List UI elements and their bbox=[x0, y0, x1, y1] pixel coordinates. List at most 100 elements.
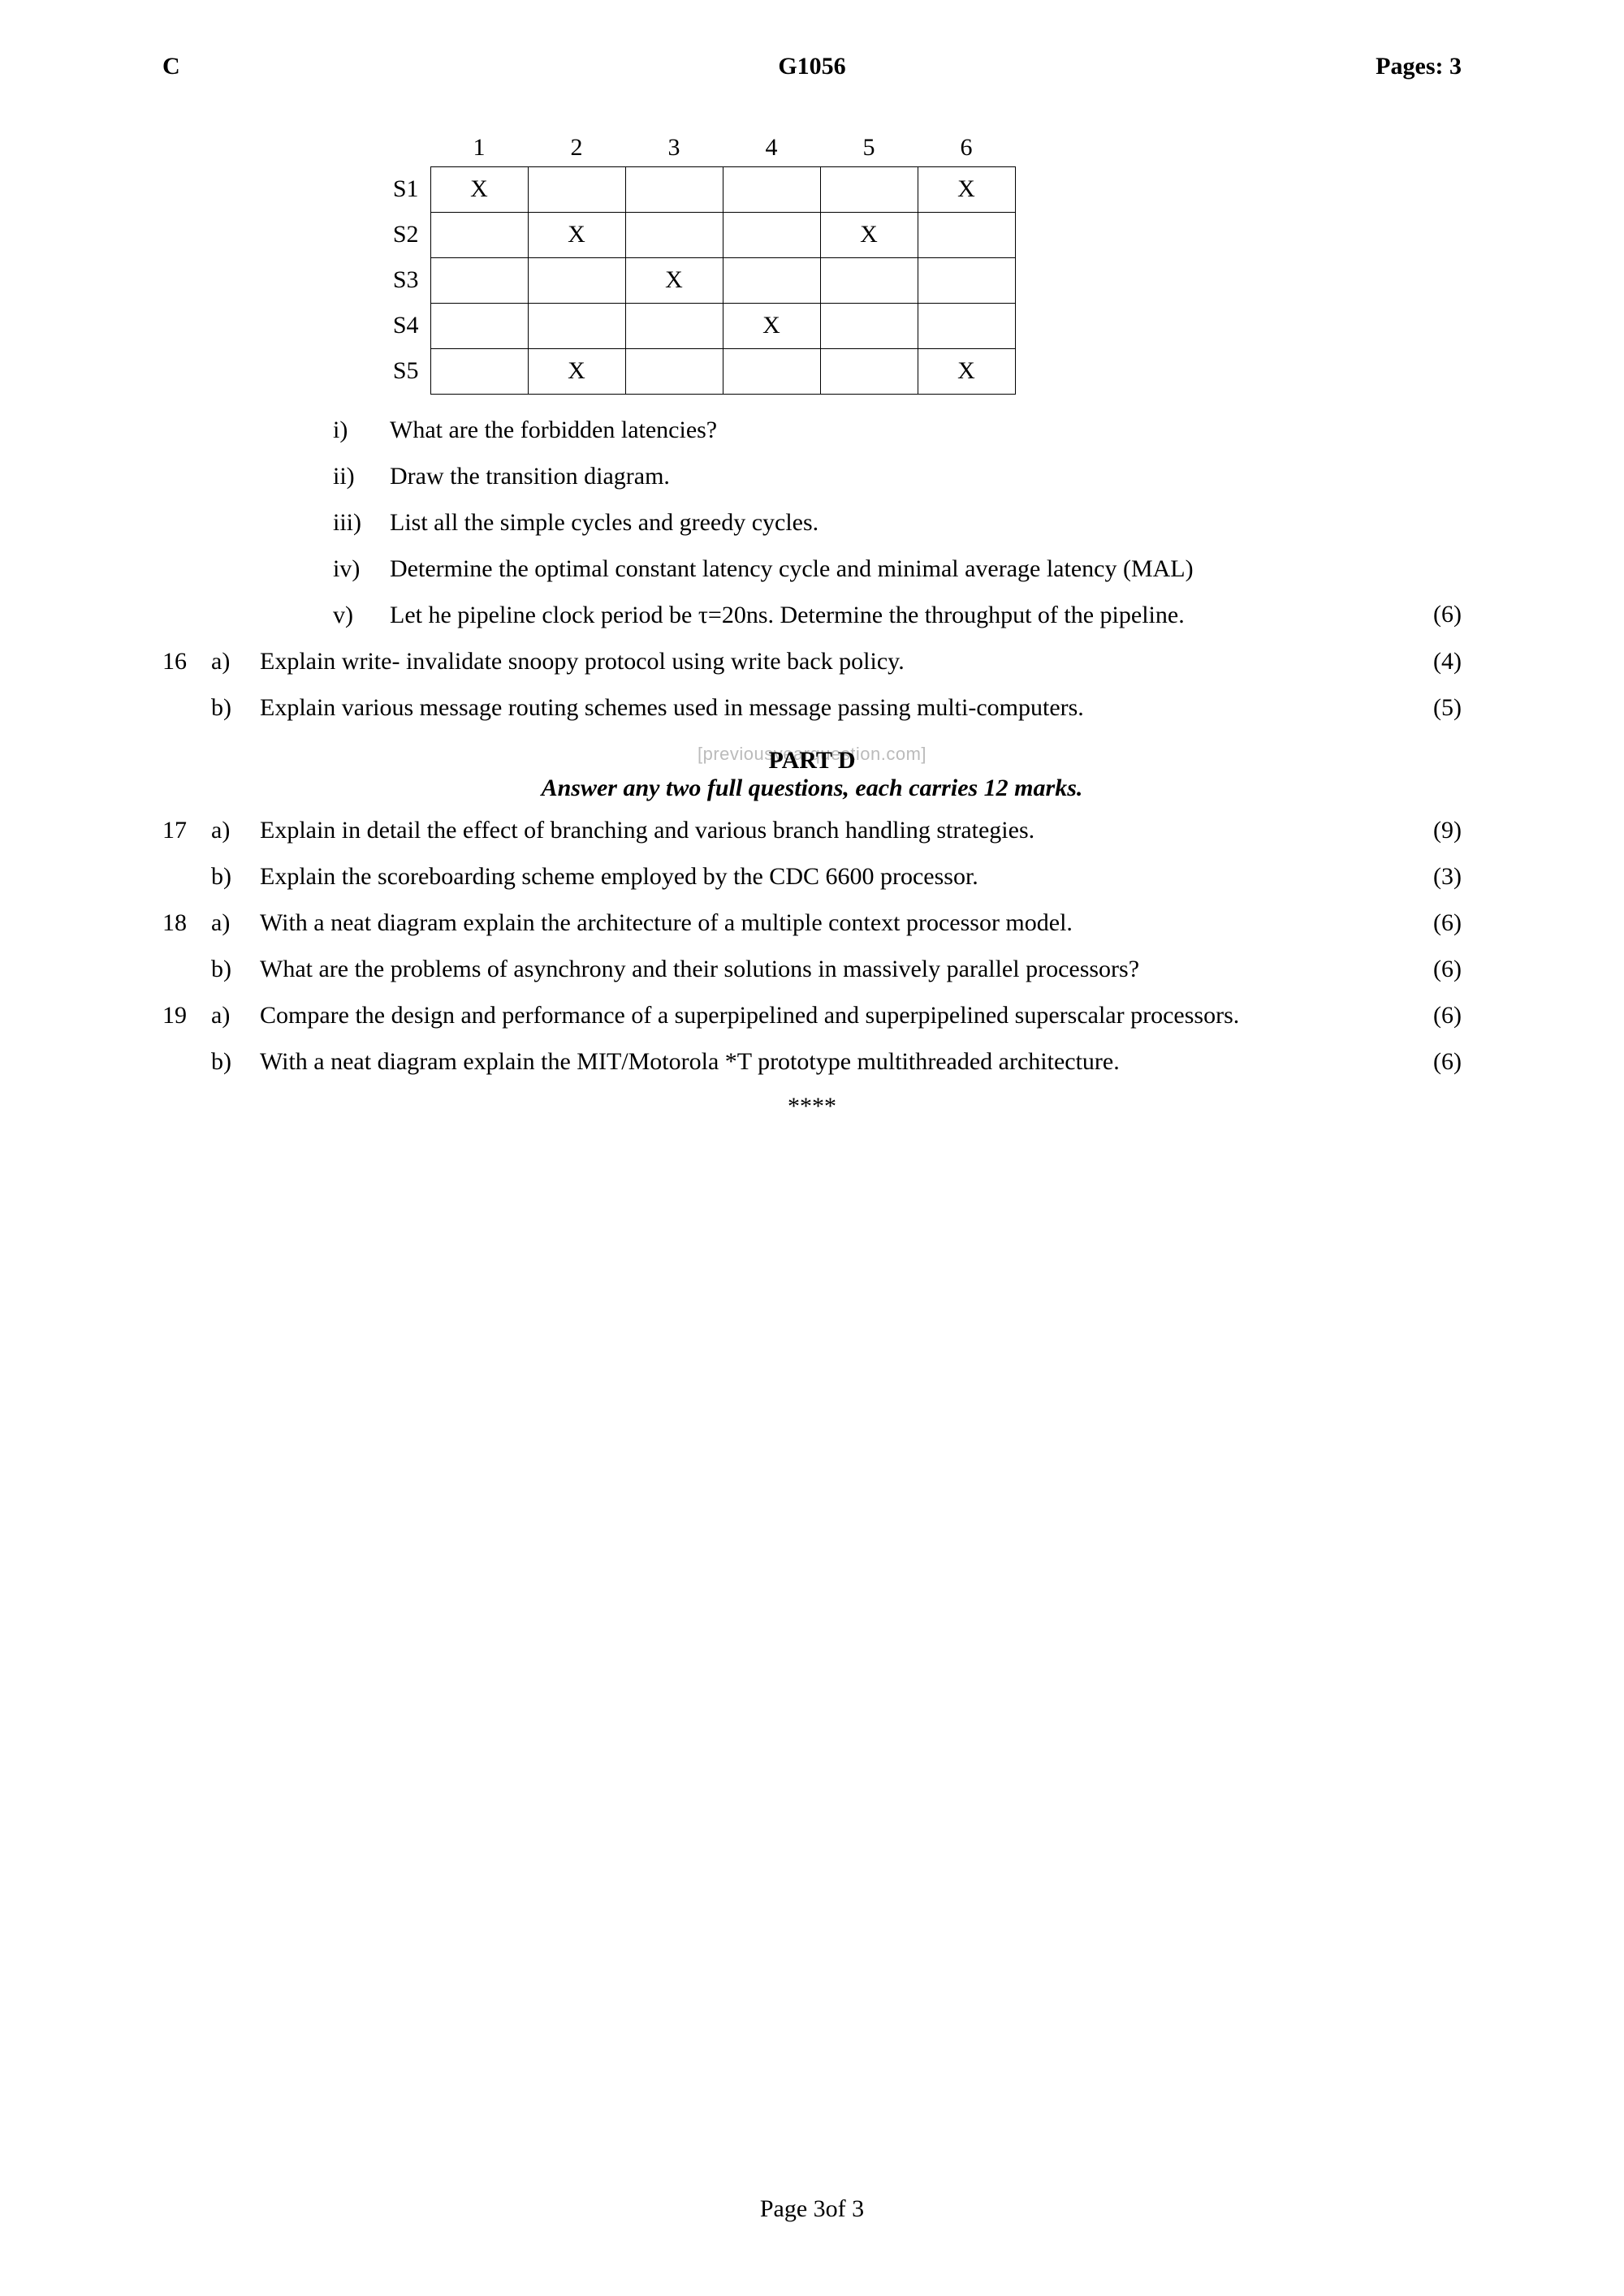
cell: X bbox=[430, 166, 528, 212]
col-head: 2 bbox=[528, 129, 625, 166]
sub-question-list: i) What are the forbidden latencies? ii) D… bbox=[333, 407, 1405, 638]
header-pages: Pages: 3 bbox=[1029, 53, 1462, 80]
q-label: a) bbox=[211, 900, 260, 946]
cell: X bbox=[528, 348, 625, 394]
cell bbox=[625, 212, 723, 257]
page-footer: Page 3of 3 bbox=[0, 2195, 1624, 2223]
question-row: 17 a) Explain in detail the effect of br… bbox=[162, 807, 1462, 853]
q-text: With a neat diagram explain the architec… bbox=[260, 900, 1405, 946]
q-marks: (6) bbox=[1405, 946, 1462, 992]
cell bbox=[430, 303, 528, 348]
question-row: b) Explain the scoreboarding scheme empl… bbox=[162, 853, 1462, 900]
table-row: S4 X bbox=[374, 303, 1015, 348]
sub-item: ii) Draw the transition diagram. bbox=[333, 453, 1405, 499]
q-marks: (9) bbox=[1405, 807, 1462, 853]
sub-text: What are the forbidden latencies? bbox=[390, 416, 717, 443]
questions-c: 16 a) Explain write- invalidate snoopy p… bbox=[162, 638, 1462, 731]
q-label: b) bbox=[211, 853, 260, 900]
sublist-content: i) What are the forbidden latencies? ii) D… bbox=[162, 407, 1405, 638]
roman: i) bbox=[333, 407, 382, 453]
cell bbox=[918, 303, 1015, 348]
cell bbox=[528, 303, 625, 348]
cell bbox=[820, 303, 918, 348]
row-head: S3 bbox=[374, 257, 430, 303]
q-marks: (5) bbox=[1405, 684, 1462, 731]
questions-d: 17 a) Explain in detail the effect of br… bbox=[162, 807, 1462, 1085]
cell bbox=[723, 212, 820, 257]
cell bbox=[625, 166, 723, 212]
cell: X bbox=[723, 303, 820, 348]
q-text: Explain the scoreboarding scheme employe… bbox=[260, 853, 1405, 900]
question-row: b) With a neat diagram explain the MIT/M… bbox=[162, 1038, 1462, 1085]
roman: ii) bbox=[333, 453, 382, 499]
sublist-wrap: i) What are the forbidden latencies? ii) D… bbox=[162, 407, 1462, 638]
q-marks: (6) bbox=[1405, 900, 1462, 946]
cell bbox=[430, 212, 528, 257]
sub-item: i) What are the forbidden latencies? bbox=[333, 407, 1405, 453]
cell: X bbox=[528, 212, 625, 257]
reservation-table-wrap: 1 2 3 4 5 6 S1 X X S2 X X S3 bbox=[374, 129, 1462, 395]
row-head: S2 bbox=[374, 212, 430, 257]
part-subtitle: Answer any two full questions, each carr… bbox=[162, 775, 1462, 802]
question-row: 19 a) Compare the design and performance… bbox=[162, 992, 1462, 1038]
q-label: b) bbox=[211, 946, 260, 992]
table-corner bbox=[374, 129, 430, 166]
q-text: What are the problems of asynchrony and … bbox=[260, 946, 1405, 992]
cell bbox=[625, 303, 723, 348]
q-marks: (4) bbox=[1405, 638, 1462, 684]
header-code: G1056 bbox=[595, 53, 1028, 80]
reservation-table: 1 2 3 4 5 6 S1 X X S2 X X S3 bbox=[374, 129, 1016, 395]
cell bbox=[918, 257, 1015, 303]
q-number: 17 bbox=[162, 807, 211, 853]
q-text: Explain write- invalidate snoopy protoco… bbox=[260, 638, 1405, 684]
cell: X bbox=[625, 257, 723, 303]
q-text: Explain in detail the effect of branchin… bbox=[260, 807, 1405, 853]
sub-text: Let he pipeline clock period be τ=20ns. … bbox=[390, 602, 1185, 628]
cell bbox=[528, 166, 625, 212]
sub-text: Draw the transition diagram. bbox=[390, 463, 670, 490]
cell bbox=[430, 348, 528, 394]
row-head: S1 bbox=[374, 166, 430, 212]
table-row: S5 X X bbox=[374, 348, 1015, 394]
cell bbox=[820, 257, 918, 303]
cell: X bbox=[820, 212, 918, 257]
q-label: a) bbox=[211, 992, 260, 1038]
cell bbox=[430, 257, 528, 303]
sub-text: Determine the optimal constant latency c… bbox=[390, 555, 1194, 582]
q-label: b) bbox=[211, 1038, 260, 1085]
table-row: S3 X bbox=[374, 257, 1015, 303]
col-head: 3 bbox=[625, 129, 723, 166]
col-head: 4 bbox=[723, 129, 820, 166]
question-row: 16 a) Explain write- invalidate snoopy p… bbox=[162, 638, 1462, 684]
sub-item: iii) List all the simple cycles and greed… bbox=[333, 499, 1405, 546]
cell bbox=[528, 257, 625, 303]
cell: X bbox=[918, 348, 1015, 394]
col-head: 5 bbox=[820, 129, 918, 166]
cell bbox=[625, 348, 723, 394]
cell bbox=[918, 212, 1015, 257]
cell: X bbox=[918, 166, 1015, 212]
col-head: 1 bbox=[430, 129, 528, 166]
q-marks: (3) bbox=[1405, 853, 1462, 900]
roman: iv) bbox=[333, 546, 382, 592]
question-row: b) What are the problems of asynchrony a… bbox=[162, 946, 1462, 992]
roman: v) bbox=[333, 592, 382, 638]
q-label: a) bbox=[211, 638, 260, 684]
sublist-marks: (6) bbox=[1405, 601, 1462, 638]
question-row: 18 a) With a neat diagram explain the ar… bbox=[162, 900, 1462, 946]
sub-text: List all the simple cycles and greedy cy… bbox=[390, 509, 818, 536]
sub-item: v) Let he pipeline clock period be τ=20ns… bbox=[333, 592, 1405, 638]
q-number: 16 bbox=[162, 638, 211, 684]
sub-item: iv) Determine the optimal constant latenc… bbox=[333, 546, 1405, 592]
table-row: S2 X X bbox=[374, 212, 1015, 257]
row-head: S5 bbox=[374, 348, 430, 394]
header-left: C bbox=[162, 53, 595, 80]
q-text: Explain various message routing schemes … bbox=[260, 684, 1405, 731]
q-marks: (6) bbox=[1405, 1038, 1462, 1085]
roman: iii) bbox=[333, 499, 382, 546]
page-header: C G1056 Pages: 3 bbox=[162, 53, 1462, 80]
cell bbox=[723, 166, 820, 212]
q-marks: (6) bbox=[1405, 992, 1462, 1038]
table-row: S1 X X bbox=[374, 166, 1015, 212]
q-number: 18 bbox=[162, 900, 211, 946]
